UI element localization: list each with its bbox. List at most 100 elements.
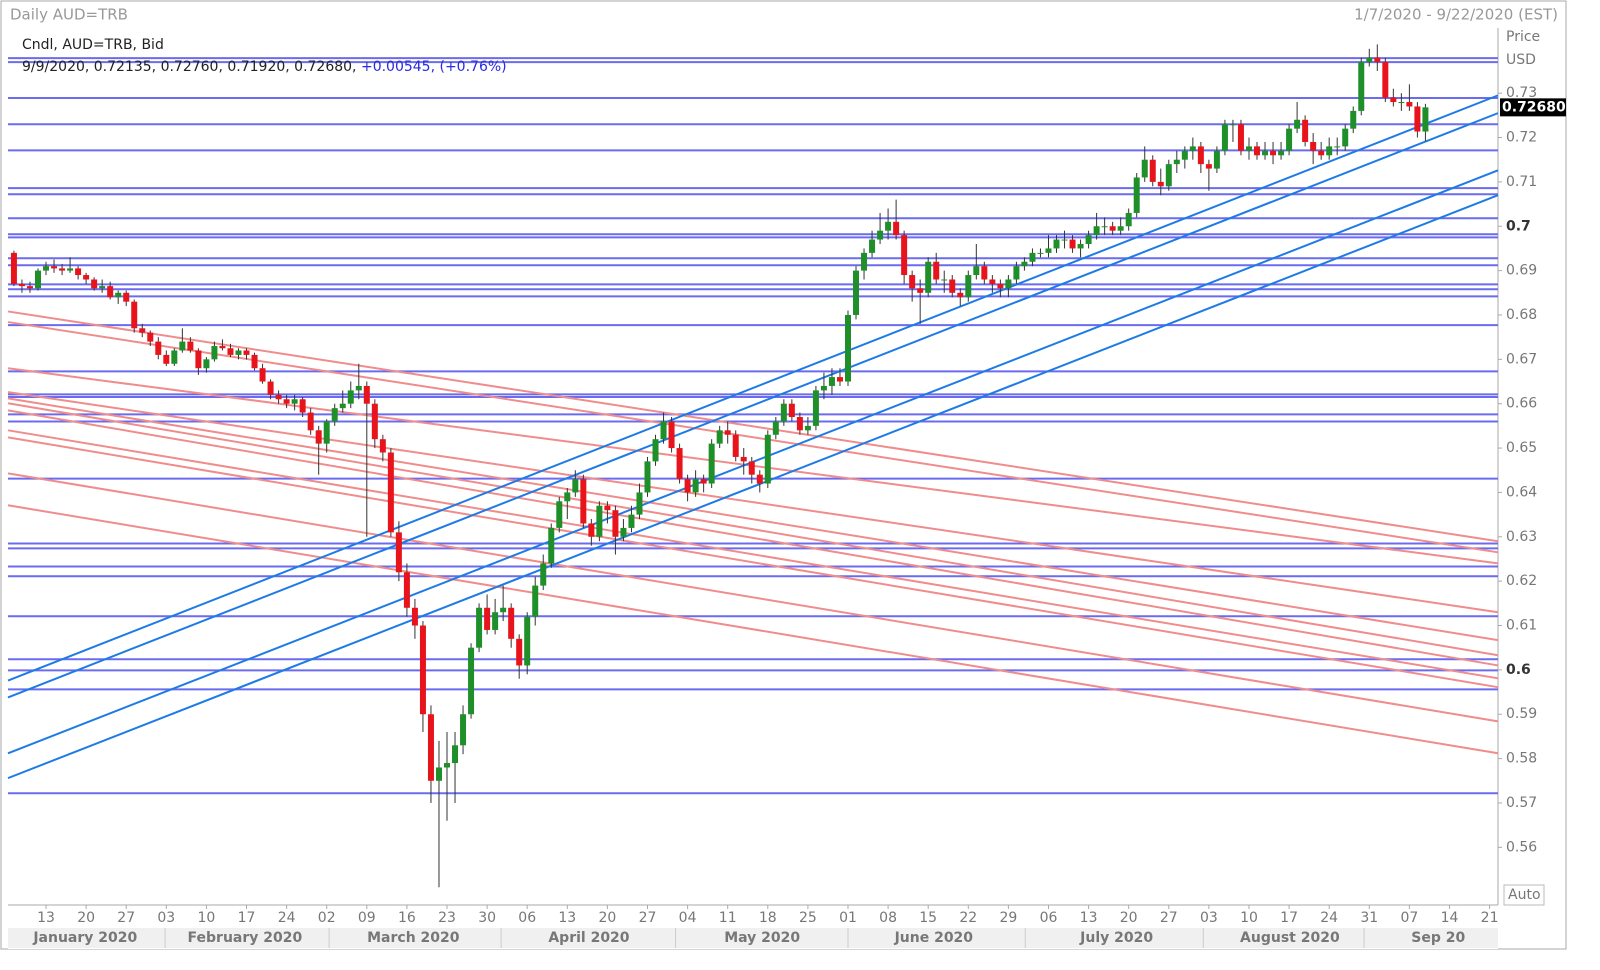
candle-body [259, 368, 266, 382]
candle-body [339, 403, 346, 409]
candle-body [1133, 177, 1140, 213]
x-tick-label: 08 [879, 910, 897, 926]
candle-body [644, 461, 651, 493]
x-tick-label: 27 [639, 910, 657, 926]
candle-body [1390, 97, 1397, 103]
resistance-line [7, 391, 1499, 614]
x-tick-label: 04 [679, 910, 697, 926]
candle-body [1125, 212, 1132, 227]
x-tick-label: 17 [1280, 910, 1298, 926]
candle-body [812, 390, 819, 426]
candle-body [1085, 235, 1092, 244]
candle-body [1342, 128, 1349, 147]
candle-body [1061, 239, 1068, 241]
auto-label[interactable]: Auto [1508, 887, 1541, 903]
candle-body [917, 288, 924, 293]
last-price-box [1500, 98, 1566, 117]
candle-body [1398, 102, 1405, 104]
candle-body [500, 607, 507, 613]
candle-body [299, 399, 306, 413]
candle-body [155, 341, 162, 355]
auto-button[interactable] [1503, 884, 1545, 906]
candle-body [363, 385, 370, 404]
candle-body [772, 421, 779, 435]
candle-body [179, 341, 186, 351]
candle-body [67, 268, 74, 271]
candle-body [1254, 146, 1261, 156]
x-tick-label: 27 [1160, 910, 1178, 926]
x-tick-label: 27 [117, 910, 135, 926]
resistance-line [7, 429, 1499, 680]
y-tick-label: 0.59 [1506, 706, 1537, 722]
y-tick-label: 0.72 [1506, 130, 1537, 146]
candle-body [195, 350, 202, 369]
resistance-line [7, 472, 1499, 723]
month-label: April 2020 [548, 930, 629, 946]
x-tick-label: 16 [398, 910, 416, 926]
candle-body [1302, 119, 1309, 142]
x-tick-label: 14 [1441, 910, 1459, 926]
candle-body [965, 275, 972, 298]
candle-body [59, 268, 66, 271]
candle-body [1310, 141, 1317, 151]
candle-body [347, 390, 354, 404]
candle-body [973, 266, 980, 276]
y-tick-label: 0.67 [1506, 351, 1537, 367]
candle-body [331, 408, 338, 422]
candle-body [34, 270, 41, 289]
month-label: August 2020 [1240, 930, 1340, 946]
x-tick-label: 10 [1240, 910, 1258, 926]
candle-body [163, 354, 170, 364]
candle-body [1101, 226, 1108, 228]
candle-body [75, 268, 82, 276]
candle-body [1237, 124, 1244, 151]
candle-body [419, 625, 426, 715]
candle-body [636, 492, 643, 515]
candle-body [997, 283, 1004, 289]
candle-body [676, 448, 683, 480]
candle-body [1286, 128, 1293, 151]
candle-body [1334, 146, 1341, 148]
y-tick-label: 0.57 [1506, 795, 1537, 811]
x-tick-label: 11 [719, 910, 737, 926]
candle-body [1037, 252, 1044, 254]
candle-body [660, 421, 667, 440]
x-tick-label: 20 [598, 910, 616, 926]
candle-body [492, 612, 499, 630]
candle-body [18, 283, 25, 287]
candle-body [484, 607, 491, 630]
candle-body [628, 514, 635, 528]
x-tick-label: 17 [238, 910, 256, 926]
candle-body [1053, 239, 1060, 249]
candle-body [1069, 239, 1076, 249]
candle-body [147, 332, 154, 342]
month-label: January 2020 [32, 930, 137, 946]
candle-body [612, 510, 619, 537]
x-tick-label: 24 [278, 910, 296, 926]
candle-body [371, 403, 378, 440]
support-line [7, 194, 1499, 780]
candle-body [820, 385, 827, 391]
candle-body [1229, 124, 1236, 126]
x-tick-label: 18 [759, 910, 777, 926]
x-tick-label: 06 [1040, 910, 1058, 926]
candle-body [981, 266, 988, 280]
candle-body [1013, 266, 1020, 280]
candle-body [403, 572, 410, 608]
month-label: Sep 20 [1411, 930, 1465, 946]
candle-body [796, 417, 803, 431]
x-tick-label: 20 [77, 910, 95, 926]
y-tick-label: 0.71 [1506, 174, 1537, 190]
candle-body [1406, 102, 1413, 107]
candle-body [756, 474, 763, 484]
candle-body [315, 430, 322, 444]
candle-body [211, 346, 218, 360]
candle-body [564, 492, 571, 502]
candle-body [291, 399, 298, 404]
y-tick-label: 0.61 [1506, 618, 1537, 634]
candle-body [1278, 150, 1285, 156]
candles [10, 44, 1429, 888]
x-tick-label: 15 [919, 910, 937, 926]
x-tick-label: 29 [999, 910, 1017, 926]
